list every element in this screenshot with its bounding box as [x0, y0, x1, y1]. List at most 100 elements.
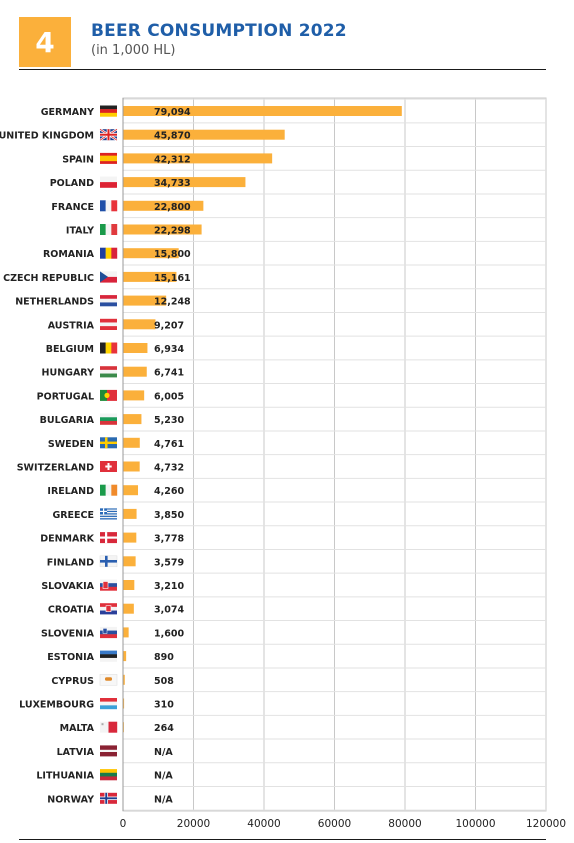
chart-subtitle: (in 1,000 HL): [91, 43, 176, 58]
data-label: 890: [154, 652, 174, 663]
category-label: LUXEMBOURG: [19, 700, 94, 711]
category-label: GREECE: [52, 510, 94, 521]
data-label: 3,850: [154, 510, 184, 521]
x-tick-label: 60000: [318, 818, 351, 830]
category-label: HUNGARY: [42, 368, 95, 379]
category-label: AUSTRIA: [48, 320, 95, 331]
data-label: 310: [154, 700, 174, 711]
data-label: 6,005: [154, 391, 184, 402]
data-label: 42,312: [154, 154, 191, 165]
category-label: LITHUANIA: [36, 771, 94, 782]
bar: [123, 224, 202, 235]
croatia-flag-icon: [100, 603, 117, 615]
bar: [123, 532, 137, 543]
italy-flag-icon: [100, 224, 118, 235]
slovakia-flag-icon: [100, 579, 117, 591]
category-label: CROATIA: [48, 605, 95, 616]
bar: [123, 556, 136, 567]
data-label: 3,778: [154, 534, 184, 545]
data-label: 12,248: [154, 297, 191, 308]
data-label: 22,298: [154, 226, 191, 237]
finland-flag-icon: [99, 555, 118, 568]
austria-flag-icon: [100, 318, 117, 330]
data-label: 3,210: [154, 581, 184, 592]
ireland-flag-icon: [100, 484, 118, 496]
bar: [123, 651, 127, 662]
switzerland-flag-icon: [100, 461, 117, 472]
category-label: NORWAY: [47, 794, 94, 805]
category-label: ESTONIA: [47, 652, 94, 663]
czech-flag-icon: [100, 271, 117, 283]
footer-divider: [19, 839, 546, 840]
germany-flag-icon: [100, 105, 117, 117]
data-label: 34,733: [154, 178, 191, 189]
category-label: SLOVENIA: [41, 628, 95, 639]
bar: [123, 461, 140, 472]
category-label: IRELAND: [47, 486, 94, 497]
bar: [123, 106, 402, 116]
data-label: 5,230: [154, 415, 184, 426]
data-label: 4,260: [154, 486, 184, 497]
greece-flag-icon: [100, 508, 117, 520]
category-label: SWITZERLAND: [17, 463, 94, 474]
hungary-flag-icon: [100, 366, 117, 378]
bar: [123, 343, 148, 353]
data-label: 45,870: [154, 131, 191, 142]
chart-title: BEER CONSUMPTION 2022: [91, 21, 347, 41]
category-label: SPAIN: [62, 154, 94, 165]
belgium-flag-icon: [100, 342, 118, 354]
data-label: 3,074: [154, 605, 184, 616]
bar: [123, 485, 139, 496]
lithuania-flag-icon: [100, 769, 117, 781]
bar: [123, 248, 179, 259]
category-label: GERMANY: [41, 107, 94, 118]
data-label: N/A: [154, 794, 173, 805]
netherlands-flag-icon: [100, 295, 117, 307]
data-label: 6,741: [154, 368, 184, 379]
bulgaria-flag-icon: [100, 413, 117, 425]
data-label: 6,934: [154, 344, 184, 355]
luxembourg-flag-icon: [100, 698, 117, 710]
category-label: BULGARIA: [40, 415, 95, 426]
bar: [123, 414, 142, 425]
romania-flag-icon: [100, 247, 118, 259]
category-label: NETHERLANDS: [15, 297, 94, 308]
portugal-flag-icon: [100, 389, 117, 401]
data-label: 79,094: [154, 107, 191, 118]
data-label: N/A: [154, 747, 173, 758]
bar: [123, 580, 135, 590]
data-label: N/A: [154, 771, 173, 782]
bar: [123, 698, 125, 709]
malta-flag-icon: [100, 721, 118, 733]
data-label: 508: [154, 676, 174, 687]
slovenia-flag-icon: [100, 626, 117, 639]
data-label: 264: [154, 723, 174, 734]
bar: [123, 366, 147, 377]
category-label: PORTUGAL: [37, 391, 94, 402]
bar: [123, 295, 167, 306]
section-number: 4: [35, 25, 55, 59]
bar: [123, 508, 137, 519]
category-label: SLOVAKIA: [41, 581, 94, 592]
data-label: 3,579: [154, 557, 184, 568]
category-label: UNITED KINGDOM: [0, 131, 94, 142]
poland-flag-icon: [100, 176, 117, 188]
france-flag-icon: [100, 200, 118, 212]
category-label: POLAND: [50, 178, 94, 189]
x-tick-label: 0: [120, 818, 127, 830]
bar: [123, 153, 273, 164]
category-label: FINLAND: [47, 557, 94, 568]
estonia-flag-icon: [100, 650, 117, 662]
category-label: CYPRUS: [51, 676, 94, 687]
denmark-flag-icon: [100, 532, 117, 544]
category-label: ITALY: [66, 226, 94, 237]
bar: [123, 200, 204, 211]
section-number-badge: 4: [19, 17, 71, 67]
data-label: 1,600: [154, 628, 184, 639]
bar: [123, 627, 129, 638]
x-tick-label: 120000: [526, 818, 566, 830]
category-label: DENMARK: [40, 534, 94, 545]
header-divider: [19, 69, 546, 70]
data-label: 15,161: [154, 273, 191, 284]
